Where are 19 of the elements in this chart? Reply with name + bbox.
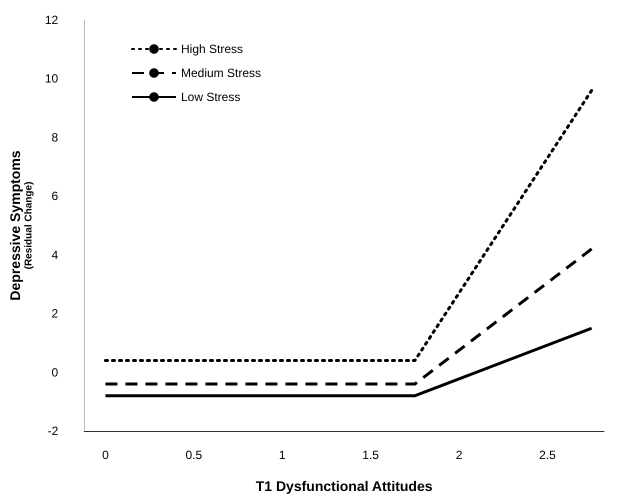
y-tick-label: 2 <box>52 306 59 321</box>
y-tick-label: 6 <box>52 189 59 204</box>
x-tick-label: 1 <box>278 448 286 462</box>
legend-label: Low Stress <box>181 90 240 104</box>
y-tick-label: 10 <box>44 72 59 86</box>
y-axis-title: Depressive Symptoms (Residual Change) <box>7 150 34 301</box>
x-tick-label: 2 <box>456 448 463 462</box>
x-tick-label: 0.5 <box>186 448 203 462</box>
y-tick-label: 4 <box>52 248 59 262</box>
x-axis-title: T1 Dysfunctional Attitudes <box>256 478 433 494</box>
y-tick-label: -2 <box>48 424 59 438</box>
y-tick-label: 0 <box>52 365 59 380</box>
x-tick-label: 2.5 <box>539 448 556 462</box>
x-tick-label: 0 <box>102 448 110 462</box>
x-tick-label: 1.5 <box>362 448 380 462</box>
legend-label: Medium Stress <box>181 66 262 80</box>
y-tick-label: 8 <box>52 130 59 144</box>
legend-label: High Stress <box>181 42 244 56</box>
y-tick-label: 12 <box>44 13 59 27</box>
